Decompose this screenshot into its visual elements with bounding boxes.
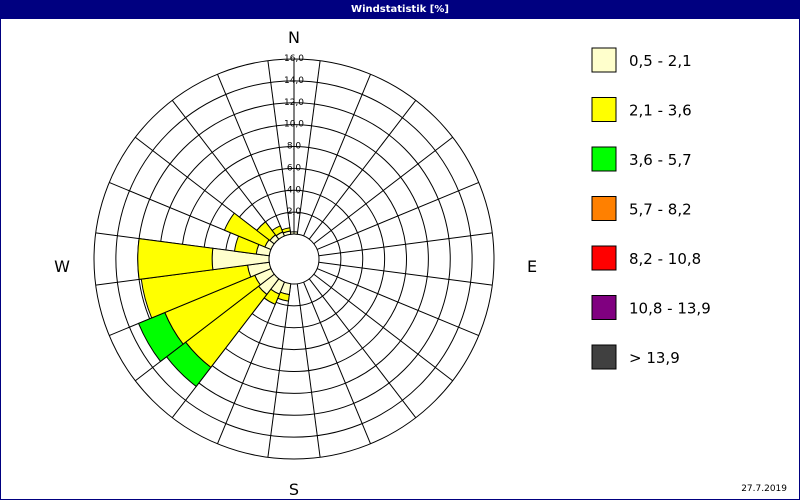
window-title: Windstatistik [%]	[1, 1, 799, 19]
compass-label-n: N	[288, 28, 300, 47]
legend: 0,5 - 2,1 2,1 - 3,6 3,6 - 5,7 5,7 - 8,2 8,2 …	[591, 47, 711, 370]
radial-tick-label: 10,0	[284, 120, 304, 130]
legend-label-5: 8,2 - 10,8	[629, 250, 701, 268]
grid-spoke	[171, 100, 280, 240]
grid-spoke	[316, 182, 479, 250]
legend-swatch-5	[591, 245, 617, 271]
radial-tick-label: 16,0	[284, 54, 304, 64]
grid-spoke	[308, 278, 417, 418]
wind-sectors	[137, 212, 299, 388]
radial-tick-label: 14,0	[284, 76, 304, 86]
legend-swatch-1	[591, 47, 617, 73]
legend-label-4: 5,7 - 8,2	[629, 201, 692, 219]
radial-tick-label: 12,0	[284, 98, 304, 108]
grid-spoke	[303, 74, 371, 237]
grid-spoke	[318, 232, 493, 257]
legend-swatch-6	[591, 295, 617, 320]
grid-spoke	[303, 281, 371, 444]
grid-spoke	[308, 100, 417, 240]
grid-spoke	[313, 136, 453, 245]
compass-label-w: W	[54, 257, 70, 276]
grid-spoke	[267, 283, 292, 458]
legend-label-1: 0,5 - 2,1	[629, 52, 692, 70]
grid-spoke	[217, 281, 285, 444]
legend-label-3: 3,6 - 5,7	[629, 151, 692, 169]
radial-tick-label: 8,0	[287, 142, 302, 152]
legend-label-6: 10,8 - 13,9	[629, 300, 711, 318]
grid-spoke	[267, 60, 292, 235]
grid-spoke	[296, 283, 321, 458]
radial-tick-label: 6,0	[287, 163, 302, 173]
legend-swatch-4	[591, 196, 617, 221]
grid-spoke	[318, 261, 493, 286]
grid-spoke	[316, 268, 479, 336]
radial-tick-label: 2,0	[287, 207, 302, 217]
legend-swatch-7	[591, 344, 617, 370]
compass-label-e: E	[527, 257, 537, 276]
date-stamp: 27.7.2019	[741, 484, 787, 494]
sector-segment-270-bin-2	[137, 238, 214, 280]
legend-swatch-3	[591, 146, 617, 172]
compass-label-s: S	[289, 480, 299, 499]
legend-swatch-2	[591, 97, 617, 122]
grid-spoke	[313, 273, 453, 382]
radial-tick-label: 4,0	[287, 185, 302, 195]
chart-labels: 2,0 4,0 6,0 8,0 10,0 12,0 14,0 16,0 N E S W	[54, 28, 537, 499]
grid-spoke	[217, 74, 285, 237]
sector-segment-345-bin-2	[281, 227, 291, 234]
legend-label-2: 2,1 - 3,6	[629, 102, 692, 120]
legend-label-7: > 13,9	[629, 349, 680, 367]
grid-spoke	[296, 60, 321, 235]
